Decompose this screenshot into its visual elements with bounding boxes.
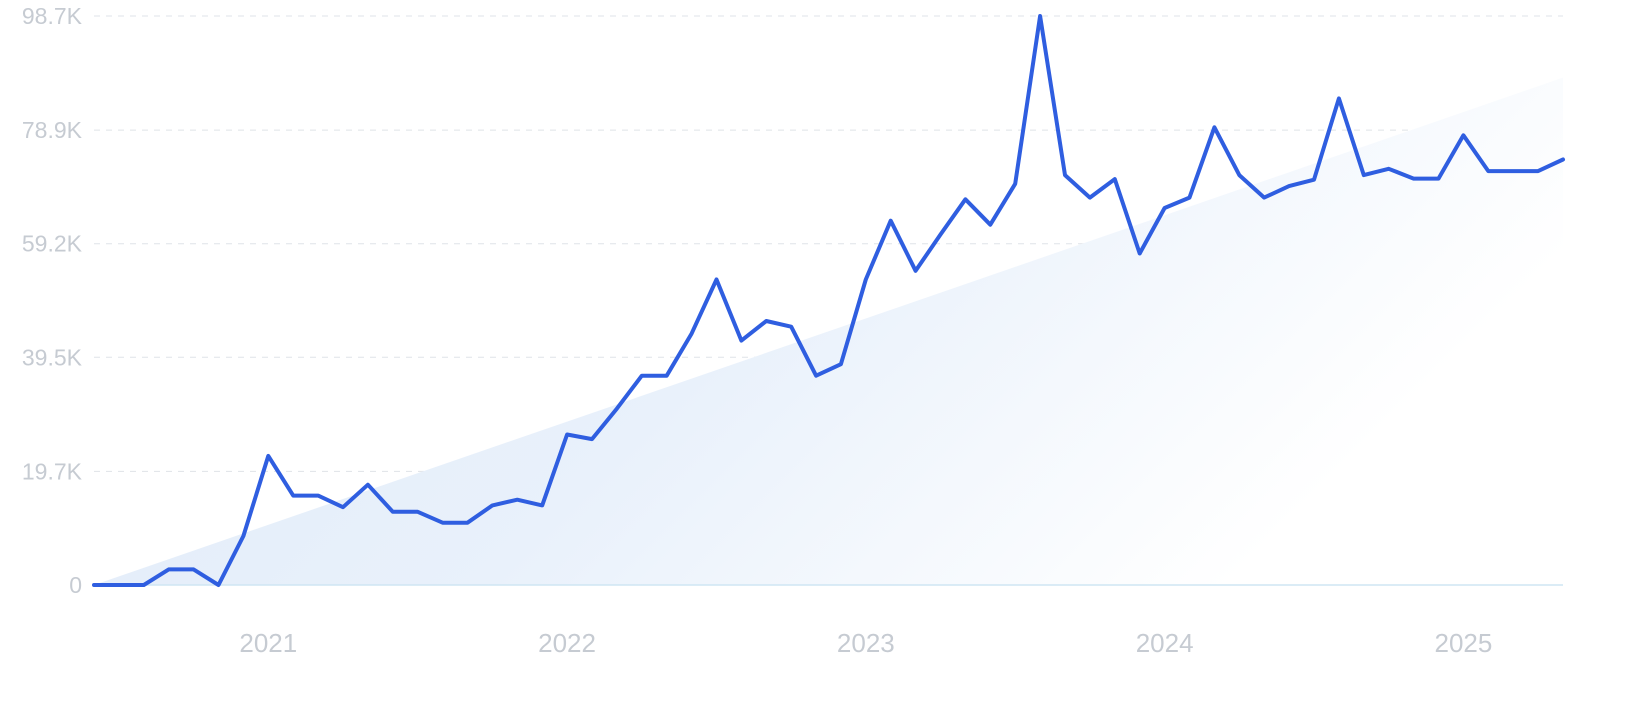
series-layer (92, 14, 1565, 587)
x-tick-label: 2024 (1136, 628, 1194, 658)
x-tick-label: 2023 (837, 628, 895, 658)
x-tick-label: 2021 (239, 628, 297, 658)
y-tick-label: 19.7K (22, 458, 83, 484)
x-axis-tick-labels: 2021 2022 2023 2024 2025 (239, 628, 1492, 658)
y-tick-label: 39.5K (22, 344, 83, 370)
y-tick-label: 98.7K (22, 3, 83, 29)
trend-area (94, 77, 1563, 585)
y-tick-label: 0 (69, 572, 82, 598)
y-tick-label: 78.9K (22, 117, 83, 143)
y-axis-tick-labels: 0 19.7K 39.5K 59.2K 78.9K 98.7K (22, 3, 83, 598)
trend-wedge (94, 77, 1563, 585)
x-tick-label: 2022 (538, 628, 596, 658)
y-tick-label: 59.2K (22, 231, 83, 257)
x-tick-label: 2025 (1434, 628, 1492, 658)
series-line (92, 14, 1565, 587)
